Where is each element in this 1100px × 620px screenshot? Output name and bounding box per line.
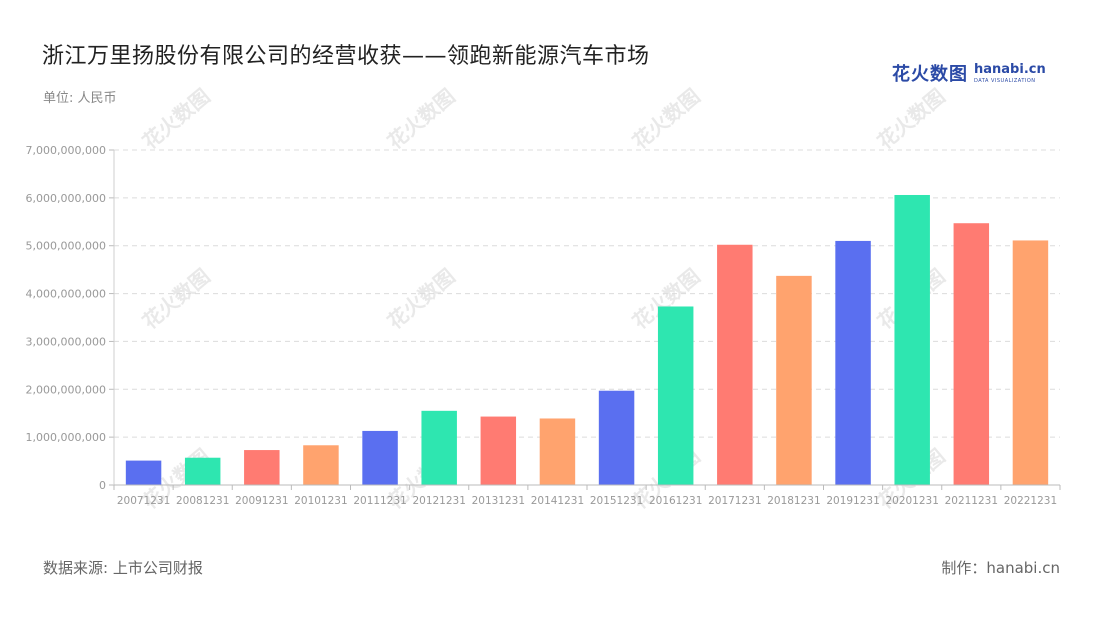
- x-tick-label: 20131231: [472, 495, 525, 507]
- watermark: 花火数图: [628, 84, 705, 154]
- bar-20181231: [776, 275, 812, 485]
- bar-20171231: [717, 244, 753, 485]
- x-tick-label: 20211231: [945, 495, 998, 507]
- x-tick-label: 20121231: [412, 495, 465, 507]
- logo-text-cn: 花火数图: [892, 64, 968, 85]
- y-axis: 0 1,000,000,000 2,000,000,000 3,000,000,000…: [26, 144, 115, 492]
- unit-label: 单位: 人民币: [43, 91, 117, 106]
- brand-logo: 花火数图 hanabi.cn DATA VISUALIZATION: [892, 60, 1046, 88]
- bar-20141231: [539, 418, 576, 485]
- x-tick-label: 20111231: [353, 495, 406, 507]
- y-tick-label: 7,000,000,000: [26, 144, 106, 157]
- chart-title: 浙江万里扬股份有限公司的经营收获——领跑新能源汽车市场: [42, 44, 650, 69]
- y-tick-label: 4,000,000,000: [26, 288, 106, 301]
- logo-text-en: hanabi.cn: [974, 62, 1046, 77]
- watermark: 花火数图: [138, 84, 215, 154]
- bar-20191231: [835, 240, 871, 485]
- x-tick-label: 20071231: [117, 495, 170, 507]
- bars-group: [125, 194, 1049, 485]
- y-tick-label: 0: [99, 479, 106, 492]
- credit: 制作：hanabi.cn: [941, 559, 1060, 577]
- y-tick-label: 5,000,000,000: [26, 240, 106, 253]
- watermark: 花火数图: [138, 264, 215, 334]
- bar-20111231: [362, 430, 398, 485]
- bar-20091231: [244, 450, 280, 485]
- bar-20161231: [657, 306, 694, 485]
- bar-20201231: [894, 194, 930, 485]
- x-tick-label: 20081231: [176, 495, 229, 507]
- watermark: 花火数图: [383, 84, 460, 154]
- bar-20211231: [953, 223, 990, 485]
- watermark: 花火数图: [873, 84, 950, 154]
- bar-20081231: [184, 457, 221, 485]
- y-tick-label: 1,000,000,000: [26, 431, 106, 444]
- x-tick-label: 20181231: [767, 495, 820, 507]
- bar-20071231: [125, 460, 162, 485]
- bar-20151231: [598, 390, 635, 485]
- x-tick-label: 20191231: [826, 495, 879, 507]
- bar-20131231: [480, 416, 517, 485]
- y-tick-label: 6,000,000,000: [26, 192, 106, 205]
- grid-lines: [114, 149, 1060, 438]
- data-source: 数据来源: 上市公司财报: [43, 559, 203, 577]
- bar-20101231: [303, 445, 339, 485]
- x-tick-label: 20171231: [708, 495, 761, 507]
- x-tick-label: 20101231: [294, 495, 347, 507]
- x-tick-label: 20161231: [649, 495, 702, 507]
- x-tick-label: 20221231: [1004, 495, 1057, 507]
- y-tick-label: 2,000,000,000: [26, 383, 106, 396]
- x-tick-label: 20091231: [235, 495, 288, 507]
- x-axis: 20071231 20081231 20091231 20101231 20111231…: [113, 484, 1061, 507]
- y-tick-label: 3,000,000,000: [26, 335, 106, 348]
- bar-20221231: [1012, 240, 1049, 485]
- x-tick-label: 20141231: [531, 495, 584, 507]
- watermark: 花火数图: [383, 264, 460, 334]
- bar-20121231: [421, 410, 457, 485]
- x-tick-label: 20201231: [885, 495, 938, 507]
- x-tick-label: 20151231: [590, 495, 643, 507]
- logo-subtext: DATA VISUALIZATION: [974, 78, 1036, 84]
